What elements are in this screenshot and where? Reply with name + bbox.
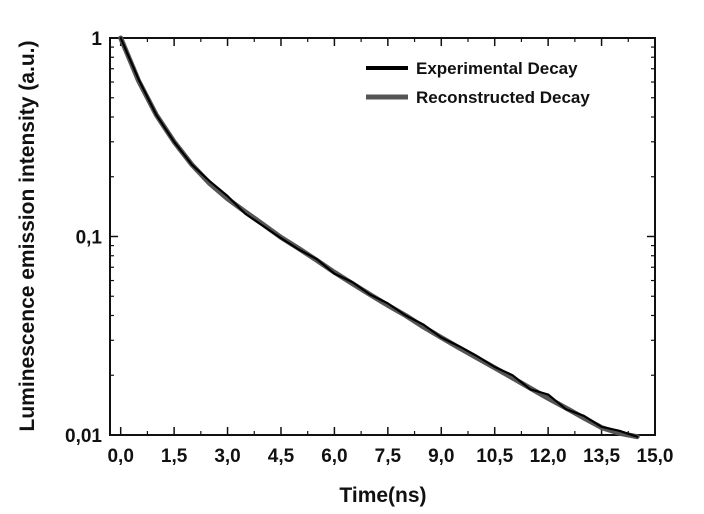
y-axis-title: Luminescence emission intensity (a.u.) (16, 41, 39, 432)
series-layer (118, 35, 640, 440)
x-tick-label: 1,5 (161, 446, 188, 467)
x-tick-label: 12,0 (530, 446, 567, 467)
x-tick-label: 6,0 (321, 446, 347, 467)
x-axis-title: Time(ns) (339, 484, 426, 507)
legend-label-reconstructed: Reconstructed Decay (416, 88, 590, 107)
series-line-experimental (119, 36, 639, 438)
x-tick-label: 10,5 (476, 446, 513, 467)
y-tick-label: 1 (91, 29, 102, 50)
axis-ticks (110, 37, 656, 436)
y-tick-label: 0,01 (65, 426, 102, 447)
x-tick-label: 13,5 (583, 446, 620, 467)
legend: Experimental Decay Reconstructed Decay (366, 59, 590, 107)
x-tick-label: 7,5 (375, 446, 402, 467)
x-tick-label: 9,0 (428, 446, 454, 467)
tick-labels: 0,0 1,5 3,0 4,5 6,0 7,5 9,0 10,5 12,0 13,5 15,0 1 0,… (65, 29, 673, 467)
x-tick-label: 0,0 (107, 446, 133, 467)
y-tick-label: 0,1 (76, 228, 103, 249)
x-tick-label: 3,0 (214, 446, 240, 467)
x-tick-label: 15,0 (637, 446, 674, 467)
legend-label-experimental: Experimental Decay (416, 59, 578, 78)
x-tick-label: 4,5 (268, 446, 295, 467)
